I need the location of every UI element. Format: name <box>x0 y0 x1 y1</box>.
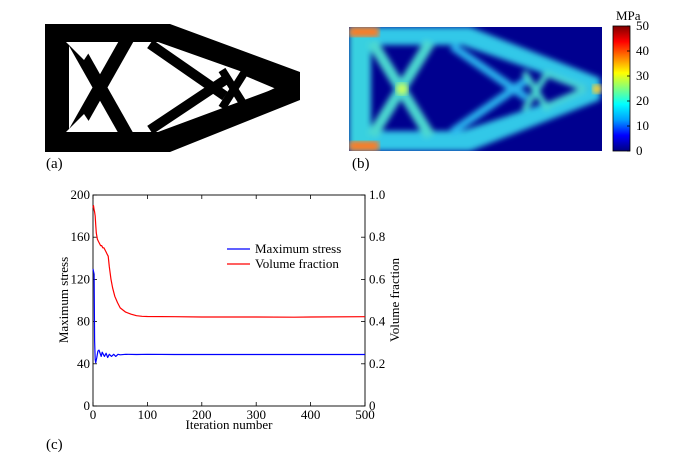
colorbar: MPa 50 40 30 20 10 0 <box>612 8 649 158</box>
left-tick-label: 200 <box>71 187 91 202</box>
colorbar-tick-label: 50 <box>636 18 649 33</box>
panel-b-stress-field <box>349 27 602 151</box>
panel-c-label: (c) <box>46 437 63 453</box>
left-tick-label: 40 <box>77 356 90 371</box>
legend-label-volume: Volume fraction <box>255 256 339 271</box>
series-line-volume-fraction <box>92 205 366 318</box>
colorbar-tick-label: 0 <box>636 143 643 158</box>
x-tick-label: 500 <box>355 407 375 422</box>
right-tick-label: 0.4 <box>369 314 386 329</box>
panel-a-label: (a) <box>46 156 63 172</box>
colorbar-unit: MPa <box>616 8 641 23</box>
x-tick-label: 300 <box>246 407 266 422</box>
series-line-maximum-stress <box>92 268 365 364</box>
right-tick-label: 0.6 <box>369 271 386 286</box>
left-tick-label: 160 <box>71 229 91 244</box>
left-tick-label: 120 <box>71 271 91 286</box>
left-axis-ticks: 0 40 80 120 160 200 <box>71 187 97 413</box>
x-tick-label: 0 <box>90 407 97 422</box>
x-tick-label: 100 <box>138 407 158 422</box>
legend: Maximum stress Volume fraction <box>227 241 341 271</box>
series-lines <box>92 205 366 364</box>
legend-label-stress: Maximum stress <box>255 241 341 256</box>
plot-frame <box>92 194 366 407</box>
left-tick-label: 80 <box>77 314 90 329</box>
right-tick-label: 1.0 <box>369 187 385 202</box>
right-axis-title: Volume fraction <box>387 258 402 342</box>
colorbar-ticks: 50 40 30 20 10 0 <box>627 18 649 158</box>
left-axis-title: Maximum stress <box>56 257 71 343</box>
right-axis-ticks: 0 0.2 0.4 0.6 0.8 1.0 <box>361 187 386 413</box>
colorbar-tick-label: 30 <box>636 68 649 83</box>
panel-b-label: (b) <box>352 156 370 172</box>
left-tick-label: 0 <box>84 398 91 413</box>
x-axis-title: Iteration number <box>186 417 274 432</box>
colorbar-tick-label: 20 <box>636 93 649 108</box>
x-tick-label: 200 <box>192 407 212 422</box>
x-axis-ticks: 0 100 200 300 400 500 <box>90 195 375 422</box>
right-tick-label: 0 <box>369 398 376 413</box>
colorbar-gradient-bar <box>612 25 631 152</box>
x-tick-label: 400 <box>301 407 321 422</box>
panel-a-topology <box>45 24 305 152</box>
right-tick-label: 0.2 <box>369 356 385 371</box>
colorbar-tick-label: 40 <box>636 43 649 58</box>
right-tick-label: 0.8 <box>369 229 385 244</box>
colorbar-tick-label: 10 <box>636 118 649 133</box>
